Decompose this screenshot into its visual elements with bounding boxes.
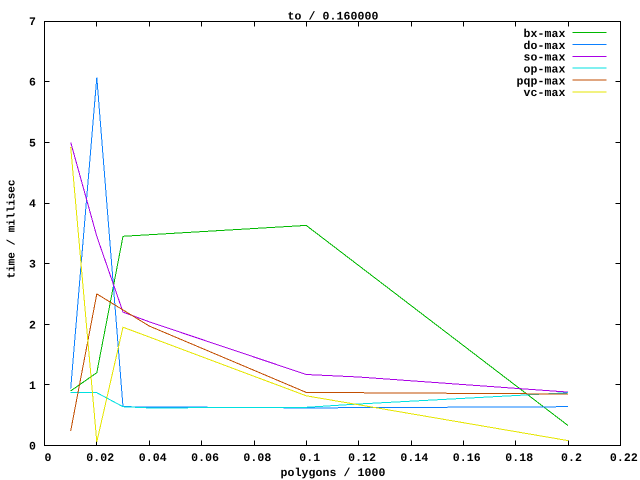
svg-text:0.22: 0.22	[610, 452, 638, 465]
svg-text:0.06: 0.06	[191, 452, 219, 465]
svg-text:1: 1	[29, 380, 36, 393]
svg-text:0.04: 0.04	[139, 452, 167, 465]
svg-text:vc-max: vc-max	[523, 87, 565, 100]
svg-text:0.08: 0.08	[243, 452, 271, 465]
svg-text:5: 5	[29, 137, 36, 150]
svg-text:so-max: so-max	[523, 52, 565, 65]
svg-text:0: 0	[29, 441, 36, 454]
svg-text:0.18: 0.18	[505, 452, 533, 465]
svg-text:0.1: 0.1	[299, 452, 320, 465]
svg-text:bx-max: bx-max	[523, 28, 565, 41]
svg-text:time / millisec: time / millisec	[7, 179, 19, 278]
svg-text:4: 4	[29, 198, 36, 211]
svg-text:0.16: 0.16	[453, 452, 481, 465]
svg-text:polygons / 1000: polygons / 1000	[280, 467, 385, 480]
svg-text:op-max: op-max	[523, 64, 565, 77]
svg-text:2: 2	[29, 319, 36, 332]
svg-text:pqp-max: pqp-max	[516, 75, 565, 88]
svg-text:6: 6	[29, 77, 36, 90]
svg-text:0.02: 0.02	[86, 452, 114, 465]
svg-text:3: 3	[29, 259, 36, 272]
svg-text:0.14: 0.14	[400, 452, 428, 465]
svg-text:to / 0.160000: to / 0.160000	[287, 11, 378, 24]
svg-text:do-max: do-max	[523, 40, 565, 53]
svg-text:0.12: 0.12	[348, 452, 376, 465]
svg-text:7: 7	[29, 16, 36, 29]
svg-text:0: 0	[44, 452, 51, 465]
svg-text:0.2: 0.2	[561, 452, 582, 465]
